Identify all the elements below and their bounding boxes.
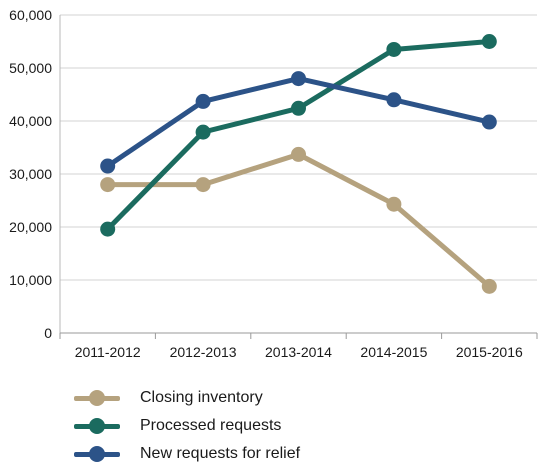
x-tick-label: 2015-2016 xyxy=(456,344,523,360)
data-point-new-requests-for-relief xyxy=(481,114,497,130)
y-tick-label: 60,000 xyxy=(9,7,52,23)
data-point-closing-inventory xyxy=(481,278,497,294)
legend-swatch-new-requests xyxy=(74,446,120,462)
data-point-new-requests-for-relief xyxy=(291,71,306,87)
data-point-closing-inventory xyxy=(195,177,211,193)
legend-item-closing-inventory: Closing inventory xyxy=(74,384,300,412)
data-point-new-requests-for-relief xyxy=(195,93,211,109)
line-chart: 0 10,000 20,000 30,000 40,000 50,000 60,000 201… xyxy=(9,7,538,360)
x-tick-label: 2014-2015 xyxy=(360,344,427,360)
data-point-new-requests-for-relief xyxy=(386,92,402,108)
y-tick-label: 50,000 xyxy=(9,60,52,76)
legend-swatch-closing-inventory xyxy=(74,390,120,406)
x-tick-label: 2013-2014 xyxy=(265,344,332,360)
x-tick-label: 2012-2013 xyxy=(170,344,237,360)
data-point-closing-inventory xyxy=(386,196,402,212)
legend-item-processed-requests: Processed requests xyxy=(74,412,300,440)
legend: Closing inventory Processed requests New… xyxy=(74,384,300,468)
y-tick-label: 10,000 xyxy=(9,272,52,288)
legend-label-closing-inventory: Closing inventory xyxy=(140,389,263,406)
y-tick-label: 0 xyxy=(44,325,52,341)
data-point-processed-requests xyxy=(386,41,402,57)
legend-item-new-requests: New requests for relief xyxy=(74,440,300,468)
legend-label-new-requests: New requests for relief xyxy=(140,445,301,462)
data-point-processed-requests xyxy=(195,124,211,140)
data-point-processed-requests xyxy=(481,34,497,49)
data-point-closing-inventory xyxy=(100,177,116,193)
data-point-processed-requests xyxy=(100,221,116,237)
data-point-new-requests-for-relief xyxy=(100,158,116,174)
y-tick-label: 20,000 xyxy=(9,219,52,235)
series-line-processed-requests xyxy=(105,39,492,232)
y-tick-label: 40,000 xyxy=(9,113,52,129)
data-point-processed-requests xyxy=(291,100,306,116)
x-tick-label: 2011-2012 xyxy=(75,344,141,360)
legend-swatch-processed-requests xyxy=(74,418,120,434)
y-tick-label: 30,000 xyxy=(9,166,52,182)
data-point-closing-inventory xyxy=(291,146,306,162)
legend-label-processed-requests: Processed requests xyxy=(140,417,282,434)
